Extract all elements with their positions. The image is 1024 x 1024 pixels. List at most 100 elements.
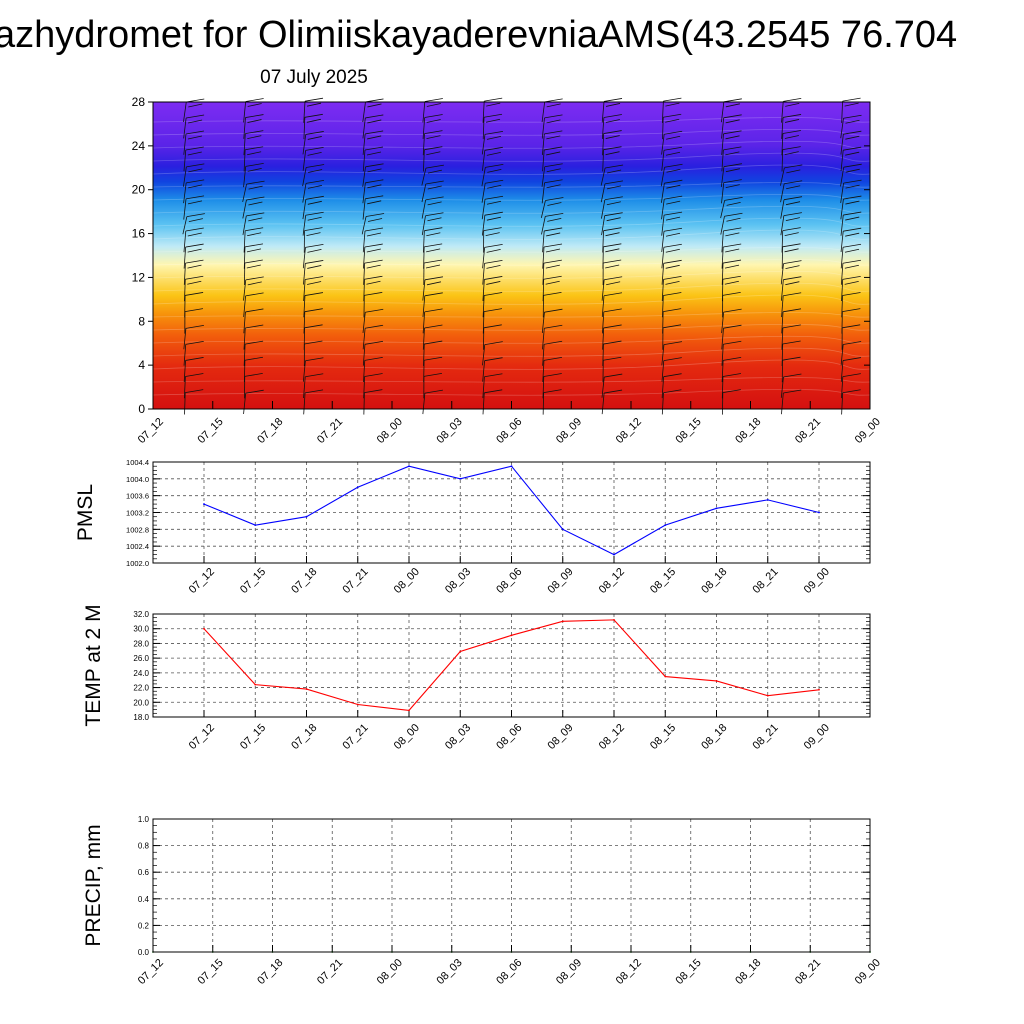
- contour-line: [152, 193, 871, 201]
- wind-barb-staff: [362, 198, 366, 220]
- x-tick-label: 09_00: [853, 416, 883, 446]
- wind-barb-flag: [842, 357, 862, 361]
- wind-barb-staff: [363, 247, 366, 269]
- wind-barb-flag: [663, 97, 682, 102]
- wind-barb-staff: [303, 117, 306, 140]
- x-tick-label: 08_06: [494, 566, 524, 596]
- wind-barb-flag: [304, 308, 323, 313]
- wind-barb-flag: [785, 265, 800, 270]
- wind-barb-flag: [666, 184, 681, 189]
- y-tick-label: 12: [132, 270, 146, 284]
- wind-barb-staff: [303, 279, 306, 301]
- contour-line: [152, 312, 871, 318]
- wind-barb-staff: [183, 328, 187, 350]
- y-tick-label: 1002.4: [126, 542, 149, 551]
- x-tick-label: 08_03: [435, 957, 465, 987]
- wind-barb-flag: [185, 259, 204, 264]
- wind-barb-staff: [303, 392, 306, 415]
- wind-barb-staff: [721, 149, 724, 172]
- y-tick-label: 0.4: [138, 895, 150, 904]
- cross-section-field: [153, 102, 870, 409]
- wind-barb-flag: [367, 103, 382, 108]
- wind-barb-flag: [666, 168, 681, 173]
- wind-barb-flag: [544, 130, 563, 135]
- x-tick-label: 07_21: [315, 957, 345, 987]
- wind-barb-flag: [366, 264, 381, 269]
- pmsl-data-point: [561, 528, 564, 531]
- wind-barb-flag: [543, 275, 562, 280]
- wind-barb-flag: [545, 264, 560, 269]
- wind-barb-flag: [723, 227, 742, 232]
- wind-barb-flag: [247, 103, 262, 107]
- wind-barb-flag: [307, 184, 323, 189]
- wind-barb-flag: [843, 179, 862, 184]
- wind-barb-flag: [245, 389, 264, 394]
- wind-barb-flag: [783, 212, 802, 216]
- wind-barb-flag: [483, 227, 502, 231]
- wind-barb-flag: [305, 179, 325, 184]
- wind-barb-staff: [661, 199, 665, 220]
- x-tick-label: 08_12: [614, 957, 644, 987]
- wind-barb-flag: [784, 119, 800, 123]
- wind-barb-flag: [844, 102, 859, 107]
- y-tick-label: 28: [132, 95, 146, 109]
- temp-data-point: [664, 675, 667, 678]
- wind-barb-flag: [304, 292, 324, 296]
- wind-barb-staff: [422, 117, 426, 139]
- wind-barb-flag: [187, 264, 202, 269]
- wind-barb-flag: [725, 168, 740, 173]
- wind-barb-staff: [363, 392, 365, 415]
- wind-barb-flag: [307, 216, 322, 221]
- wind-barb-flag: [663, 341, 683, 345]
- wind-barb-staff: [302, 215, 307, 236]
- wind-barb-flag: [483, 324, 502, 329]
- wind-barb-staff: [542, 149, 545, 172]
- wind-barb-staff: [184, 392, 186, 415]
- wind-barb-flag: [367, 184, 382, 189]
- wind-barb-flag: [724, 264, 740, 269]
- wind-barb-flag: [546, 135, 561, 140]
- wind-barb-staff: [183, 376, 186, 399]
- wind-barb-flag: [424, 114, 443, 118]
- wind-barb-staff: [841, 279, 844, 302]
- wind-barb-flag: [843, 163, 862, 168]
- wind-barb-flag: [845, 184, 860, 189]
- wind-barb-flag: [485, 232, 500, 236]
- wind-barb-flag: [845, 232, 860, 237]
- wind-barb-flag: [605, 103, 621, 107]
- y-axis-title: TEMP at 2 M: [82, 604, 105, 726]
- y-tick-label: 20.0: [133, 698, 149, 707]
- wind-barb-flag: [424, 243, 443, 248]
- wind-barb-flag: [366, 280, 381, 285]
- wind-barb-staff: [183, 166, 187, 187]
- pmsl-data-point: [408, 465, 410, 468]
- wind-barb-staff: [243, 117, 246, 139]
- wind-barb-flag: [486, 248, 501, 253]
- wind-barb-staff: [243, 133, 246, 156]
- contour-line: [152, 140, 871, 149]
- wind-barb-flag: [483, 308, 503, 313]
- wind-barb-flag: [244, 243, 264, 248]
- wind-barb-flag: [665, 118, 680, 123]
- temp-data-point: [510, 634, 513, 637]
- wind-barb-flag: [843, 130, 862, 135]
- x-tick-label: 08_09: [546, 722, 576, 752]
- wind-barb-flag: [307, 281, 322, 285]
- wind-barb-flag: [185, 130, 205, 135]
- wind-barb-staff: [183, 149, 187, 172]
- wind-barb-flag: [603, 114, 622, 118]
- wind-barb-flag: [544, 324, 563, 329]
- wind-barb-flag: [484, 211, 503, 216]
- contour-line: [152, 359, 871, 370]
- wind-barb-staff: [303, 311, 306, 334]
- wind-barb-flag: [725, 232, 740, 237]
- wind-barb-flag: [603, 340, 622, 345]
- wind-barb-flag: [367, 200, 382, 205]
- y-tick-label: 0: [138, 402, 145, 416]
- x-tick-label: 08_21: [751, 566, 781, 596]
- wind-barb-staff: [243, 101, 247, 123]
- wind-barb-staff: [781, 133, 784, 156]
- pmsl-panel: 1002.0 1002.4 1002.8 1003.2 1003.6 1004.0 1004…: [74, 458, 871, 596]
- wind-barb-flag: [364, 340, 383, 345]
- wind-barb-flag: [425, 212, 444, 217]
